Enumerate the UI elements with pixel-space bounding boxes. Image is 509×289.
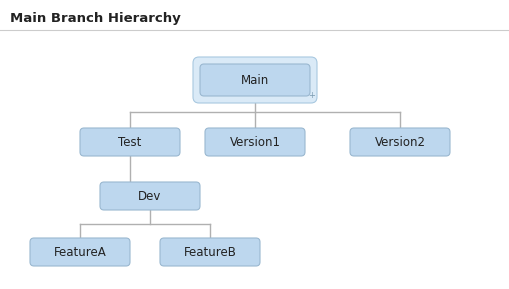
FancyBboxPatch shape <box>30 238 130 266</box>
Text: Version2: Version2 <box>375 136 426 149</box>
Text: Main Branch Hierarchy: Main Branch Hierarchy <box>10 12 181 25</box>
FancyBboxPatch shape <box>80 128 180 156</box>
FancyBboxPatch shape <box>200 64 310 96</box>
Text: Test: Test <box>118 136 142 149</box>
FancyBboxPatch shape <box>350 128 450 156</box>
FancyBboxPatch shape <box>100 182 200 210</box>
FancyBboxPatch shape <box>205 128 305 156</box>
Text: Main: Main <box>241 73 269 86</box>
Text: FeatureB: FeatureB <box>184 245 237 258</box>
Text: Dev: Dev <box>138 190 162 203</box>
FancyBboxPatch shape <box>160 238 260 266</box>
Text: FeatureA: FeatureA <box>53 245 106 258</box>
Text: +: + <box>308 91 316 100</box>
Text: Version1: Version1 <box>230 136 280 149</box>
FancyBboxPatch shape <box>193 57 317 103</box>
